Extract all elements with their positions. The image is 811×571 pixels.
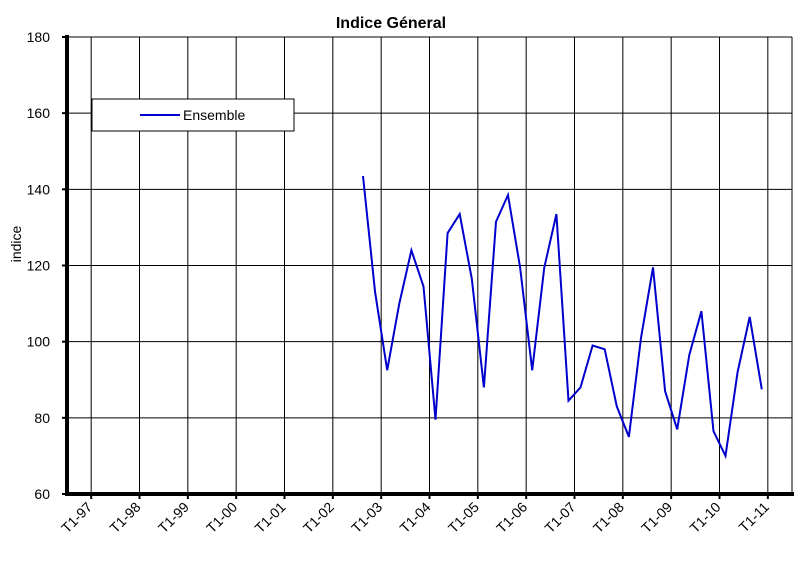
x-tick-label: T1-02 <box>300 499 337 536</box>
y-tick-label: 60 <box>34 486 50 502</box>
y-tick-label: 80 <box>34 410 50 426</box>
x-tick-label: T1-03 <box>348 499 385 536</box>
x-tick-label: T1-98 <box>106 499 143 536</box>
y-tick-label: 120 <box>27 258 51 274</box>
legend-label-ensemble: Ensemble <box>183 107 245 123</box>
x-tick-label: T1-11 <box>736 499 773 536</box>
x-tick-label: T1-07 <box>541 499 578 536</box>
x-tick-label: T1-09 <box>638 499 675 536</box>
axes <box>62 35 794 499</box>
y-tick-label: 180 <box>27 29 51 45</box>
x-tick-label: T1-08 <box>590 499 627 536</box>
x-tick-label: T1-00 <box>203 499 240 536</box>
legend: Ensemble <box>91 98 295 132</box>
x-tick-label: T1-01 <box>251 499 288 536</box>
y-tick-label: 140 <box>27 181 51 197</box>
x-tick-label: T1-97 <box>58 499 95 536</box>
y-axis-label: indice <box>8 226 24 263</box>
y-tick-label: 160 <box>27 105 51 121</box>
x-tick-label: T1-10 <box>686 499 723 536</box>
x-tick-label: T1-06 <box>493 499 530 536</box>
series-lines <box>362 175 763 460</box>
chart-title: Indice Géneral <box>336 15 446 32</box>
legend-box <box>91 98 295 132</box>
x-tick-label: T1-04 <box>396 499 433 536</box>
x-tick-label: T1-05 <box>445 499 482 536</box>
x-tick-label: T1-99 <box>155 499 192 536</box>
y-tick-label: 100 <box>27 334 51 350</box>
series-line-ensemble <box>362 175 763 460</box>
